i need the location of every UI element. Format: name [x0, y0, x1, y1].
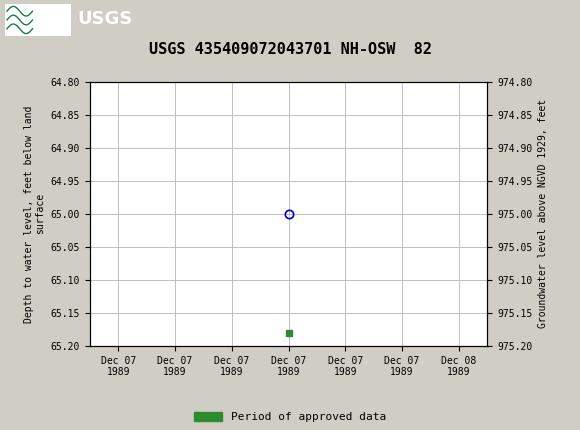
- Text: USGS 435409072043701 NH-OSW  82: USGS 435409072043701 NH-OSW 82: [148, 42, 432, 57]
- Legend: Period of approved data: Period of approved data: [194, 412, 386, 422]
- Y-axis label: Groundwater level above NGVD 1929, feet: Groundwater level above NGVD 1929, feet: [538, 99, 548, 329]
- Text: USGS: USGS: [77, 10, 132, 28]
- Bar: [5, 3, 71, 37]
- Y-axis label: Depth to water level, feet below land
surface: Depth to water level, feet below land su…: [24, 105, 45, 322]
